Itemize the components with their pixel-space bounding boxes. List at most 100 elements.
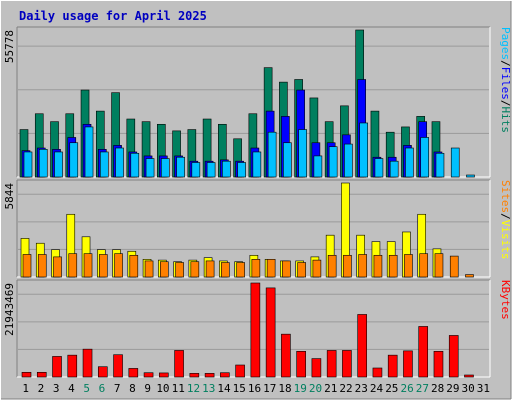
bar-pages-day-24 (374, 158, 384, 178)
bar-kbytes-day-14 (220, 372, 230, 378)
bar-kbytes-day-26 (403, 350, 413, 378)
y-max-label: 55778 (3, 30, 16, 63)
x-tick-label: 9 (144, 382, 151, 395)
bar-sites-day-10 (160, 261, 169, 278)
x-tick-label: 25 (385, 382, 398, 395)
x-tick-label: 8 (129, 382, 136, 395)
bar-sites-day-9 (144, 260, 154, 278)
bar-pages-day-2 (38, 149, 48, 178)
bar-pages-day-10 (161, 158, 170, 178)
bar-kbytes-day-20 (311, 358, 322, 378)
bar-kbytes-day-1 (21, 371, 32, 378)
bar-kbytes-day-3 (52, 356, 62, 378)
bar-pages-day-4 (69, 142, 79, 178)
bar-kbytes-day-8 (128, 368, 139, 378)
bar-kbytes-day-7 (113, 354, 123, 378)
bar-sites-day-4 (68, 253, 78, 278)
x-tick-label: 10 (156, 382, 169, 395)
bar-kbytes-day-17 (265, 287, 276, 378)
bar-pages-day-18 (283, 142, 292, 178)
bar-sites-day-3 (53, 256, 62, 278)
x-tick-label: 15 (233, 382, 246, 395)
bar-kbytes-day-15 (235, 364, 245, 378)
x-tick-label: 6 (99, 382, 106, 395)
x-tick-label: 19 (294, 382, 307, 395)
bar-kbytes-day-16 (250, 282, 261, 378)
x-tick-label: 7 (114, 382, 121, 395)
bar-sites-day-29 (449, 255, 459, 278)
bar-kbytes-day-21 (326, 350, 337, 378)
bar-pages-day-20 (313, 155, 323, 178)
bar-sites-day-8 (129, 254, 139, 278)
bar-sites-day-16 (251, 259, 261, 278)
bar-pages-day-6 (99, 151, 109, 178)
bar-kbytes-day-5 (82, 348, 93, 378)
bar-kbytes-day-19 (296, 350, 306, 378)
bar-sites-day-11 (175, 262, 184, 278)
series-legend-label: Sites/Visits (499, 180, 512, 260)
bar-sites-day-15 (236, 262, 245, 278)
bar-kbytes-day-27 (418, 326, 429, 378)
bar-kbytes-day-23 (357, 314, 367, 378)
bar-pages-day-17 (267, 131, 277, 178)
bar-sites-day-7 (114, 253, 123, 278)
bar-pages-day-8 (130, 152, 140, 178)
bar-pages-day-5 (84, 126, 94, 178)
x-tick-label: 29 (446, 382, 459, 395)
bar-kbytes-day-24 (372, 367, 383, 378)
x-tick-label: 24 (370, 382, 384, 395)
bar-kbytes-day-10 (159, 372, 169, 378)
x-tick-label: 23 (355, 382, 368, 395)
bar-sites-day-25 (388, 254, 398, 278)
x-tick-label: 14 (217, 382, 231, 395)
x-tick-label: 12 (187, 382, 200, 395)
bar-sites-day-6 (98, 254, 108, 278)
bar-pages-day-15 (237, 162, 246, 178)
legend-part: KBytes (499, 280, 512, 320)
bar-sites-day-5 (83, 253, 93, 278)
bar-pages-day-14 (222, 160, 231, 178)
bar-pages-day-22 (344, 143, 353, 178)
y-max-label: 5844 (3, 183, 16, 210)
bar-sites-day-13 (205, 260, 215, 278)
bar-kbytes-day-18 (281, 333, 291, 378)
bar-pages-day-3 (54, 151, 63, 178)
x-tick-label: 31 (477, 382, 490, 395)
x-tick-label: 16 (248, 382, 261, 395)
legend-part: / (499, 213, 512, 220)
x-tick-label: 26 (400, 382, 413, 395)
bar-sites-day-21 (327, 254, 337, 278)
chart-title: Daily usage for April 2025 (19, 9, 207, 23)
series-legend-label: KBytes (499, 280, 512, 320)
bar-pages-day-7 (115, 147, 124, 178)
x-tick-label: 3 (53, 382, 60, 395)
bar-sites-day-30 (465, 274, 474, 278)
bar-pages-day-21 (328, 146, 338, 178)
x-tick-label: 4 (68, 382, 75, 395)
bar-pages-day-12 (191, 162, 201, 178)
x-tick-label: 22 (339, 382, 352, 395)
bar-pages-day-1 (23, 151, 33, 178)
x-tick-label: 30 (461, 382, 474, 395)
bar-sites-day-17 (266, 259, 276, 278)
bar-kbytes-day-11 (174, 350, 184, 378)
bar-pages-day-16 (252, 151, 262, 178)
panel-visits-sites: 5844 Sites/Visits (3, 179, 512, 278)
x-tick-label: 17 (263, 382, 276, 395)
bar-sites-day-1 (22, 254, 32, 278)
x-tick-label: 13 (202, 382, 215, 395)
bar-sites-day-20 (312, 259, 322, 278)
bar-sites-day-22 (343, 254, 352, 278)
legend-part: Visits (499, 220, 512, 260)
bar-kbytes-day-28 (433, 350, 444, 378)
bar-sites-day-24 (373, 254, 383, 278)
bar-sites-day-23 (358, 254, 367, 278)
x-tick-label: 5 (83, 382, 90, 395)
bar-kbytes-day-2 (36, 371, 47, 378)
legend-part: / (499, 100, 512, 107)
x-tick-label: 1 (22, 382, 29, 395)
bar-kbytes-day-12 (189, 373, 200, 378)
x-tick-label: 2 (38, 382, 45, 395)
bar-kbytes-day-6 (97, 366, 108, 378)
